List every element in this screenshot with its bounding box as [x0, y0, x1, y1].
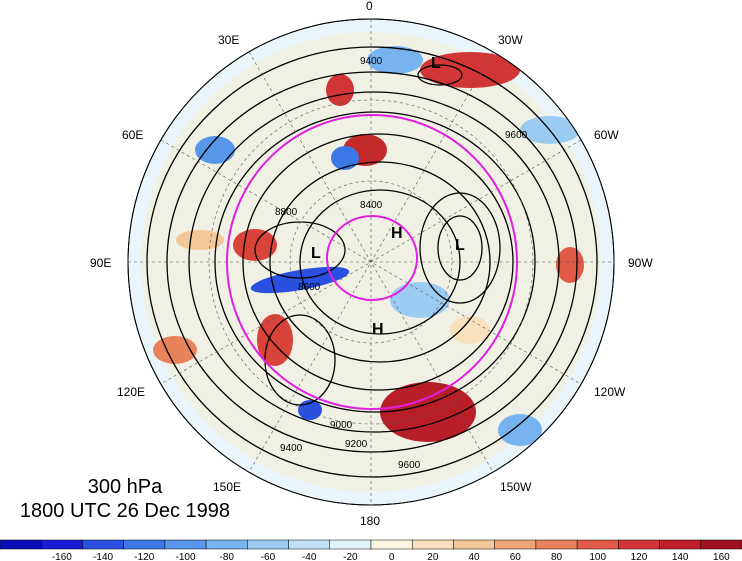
- lon-label-60w: 60W: [594, 128, 619, 142]
- colorbar-box: [659, 539, 702, 550]
- colorbar-label: -120: [134, 552, 154, 561]
- contour-label: 9000: [330, 420, 353, 431]
- colorbar-box: [494, 539, 537, 550]
- contour-label: 8400: [360, 200, 383, 211]
- colorbar-label: 120: [631, 552, 648, 561]
- colorbar-label: -40: [302, 552, 317, 561]
- colorbar-box: [453, 539, 495, 550]
- jet-contours: [226, 114, 518, 410]
- lon-label-0: 0: [366, 0, 373, 13]
- colorbar-labels: -160 -140 -120 -100 -80 -60 -40 -20 0 20 40 60 80 100…: [52, 552, 730, 561]
- colorbar-label: 140: [672, 552, 689, 561]
- colorbar-box: [535, 539, 578, 550]
- low-center-icon: L: [455, 237, 465, 254]
- high-center-icon: H: [372, 321, 384, 338]
- lon-label-150w: 150W: [500, 480, 532, 494]
- colorbar-label: -60: [261, 552, 276, 561]
- colorbar-box: [247, 539, 289, 550]
- colorbar-box: [288, 539, 331, 550]
- contour-label: 9600: [398, 460, 421, 471]
- title-level: 300 hPa: [87, 476, 163, 498]
- colorbar-box: [329, 539, 372, 550]
- contour-label: 8600: [298, 282, 321, 293]
- contour-label: 8800: [275, 207, 298, 218]
- colorbar-label: 20: [427, 552, 439, 561]
- colorbar-label: -100: [175, 552, 195, 561]
- colorbar-box: [82, 539, 124, 550]
- colorbar-box: [370, 539, 413, 550]
- colorbar-box: [40, 539, 83, 550]
- colorbar-box: [205, 539, 248, 550]
- colorbar-label: -80: [219, 552, 234, 561]
- colorbar-label: 0: [389, 552, 395, 561]
- colorbar: -160 -140 -120 -100 -80 -60 -40 -20 0 20 40 60 80 100…: [0, 539, 742, 561]
- lon-label-90w: 90W: [628, 256, 653, 270]
- colorbar-label: 60: [510, 552, 522, 561]
- lon-label-120w: 120W: [594, 385, 626, 399]
- contour-label: 9200: [345, 439, 368, 450]
- low-center-icon: L: [431, 55, 441, 72]
- colorbar-label: 40: [468, 552, 480, 561]
- colorbar-label: 160: [713, 552, 730, 561]
- contour-labels: 9400 9600 8400 8800 9000 9200 8600 9600 …: [275, 56, 528, 471]
- lon-label-180: 180: [360, 514, 380, 528]
- lon-label-30w: 30W: [498, 33, 523, 47]
- lon-label-90e: 90E: [90, 256, 111, 270]
- colorbar-label: -140: [93, 552, 113, 561]
- title-time: 1800 UTC 26 Dec 1998: [19, 500, 231, 522]
- colorbar-label: -160: [52, 552, 72, 561]
- low-center-icon: L: [311, 245, 321, 262]
- colorbar-box: [700, 539, 742, 550]
- longitude-labels: 0 30W 60W 90W 120W 150W 180 150E 120E 90…: [90, 0, 653, 528]
- colorbar-label: -20: [343, 552, 358, 561]
- contour-label: 9400: [280, 443, 303, 454]
- high-center-icon: H: [391, 225, 403, 242]
- colorbar-boxes: [0, 539, 742, 550]
- graticule: [128, 19, 614, 505]
- colorbar-label: 100: [589, 552, 606, 561]
- colorbar-box: [411, 539, 454, 550]
- polar-map: 9400 9600 8400 8800 9000 9200 8600 9600 …: [90, 0, 653, 528]
- contour-label: 9400: [360, 56, 383, 67]
- lon-label-120e: 120E: [117, 385, 145, 399]
- pressure-centers: L H L L H: [311, 55, 465, 338]
- colorbar-box: [164, 539, 207, 550]
- colorbar-box: [618, 539, 660, 550]
- contour-label: 9600: [505, 130, 528, 141]
- lon-label-30e: 30E: [218, 33, 239, 47]
- colorbar-label: 80: [551, 552, 563, 561]
- colorbar-box: [576, 539, 619, 550]
- colorbar-box: [0, 539, 42, 550]
- lon-label-60e: 60E: [122, 128, 143, 142]
- colorbar-box: [123, 539, 166, 550]
- lon-label-150e: 150E: [213, 480, 241, 494]
